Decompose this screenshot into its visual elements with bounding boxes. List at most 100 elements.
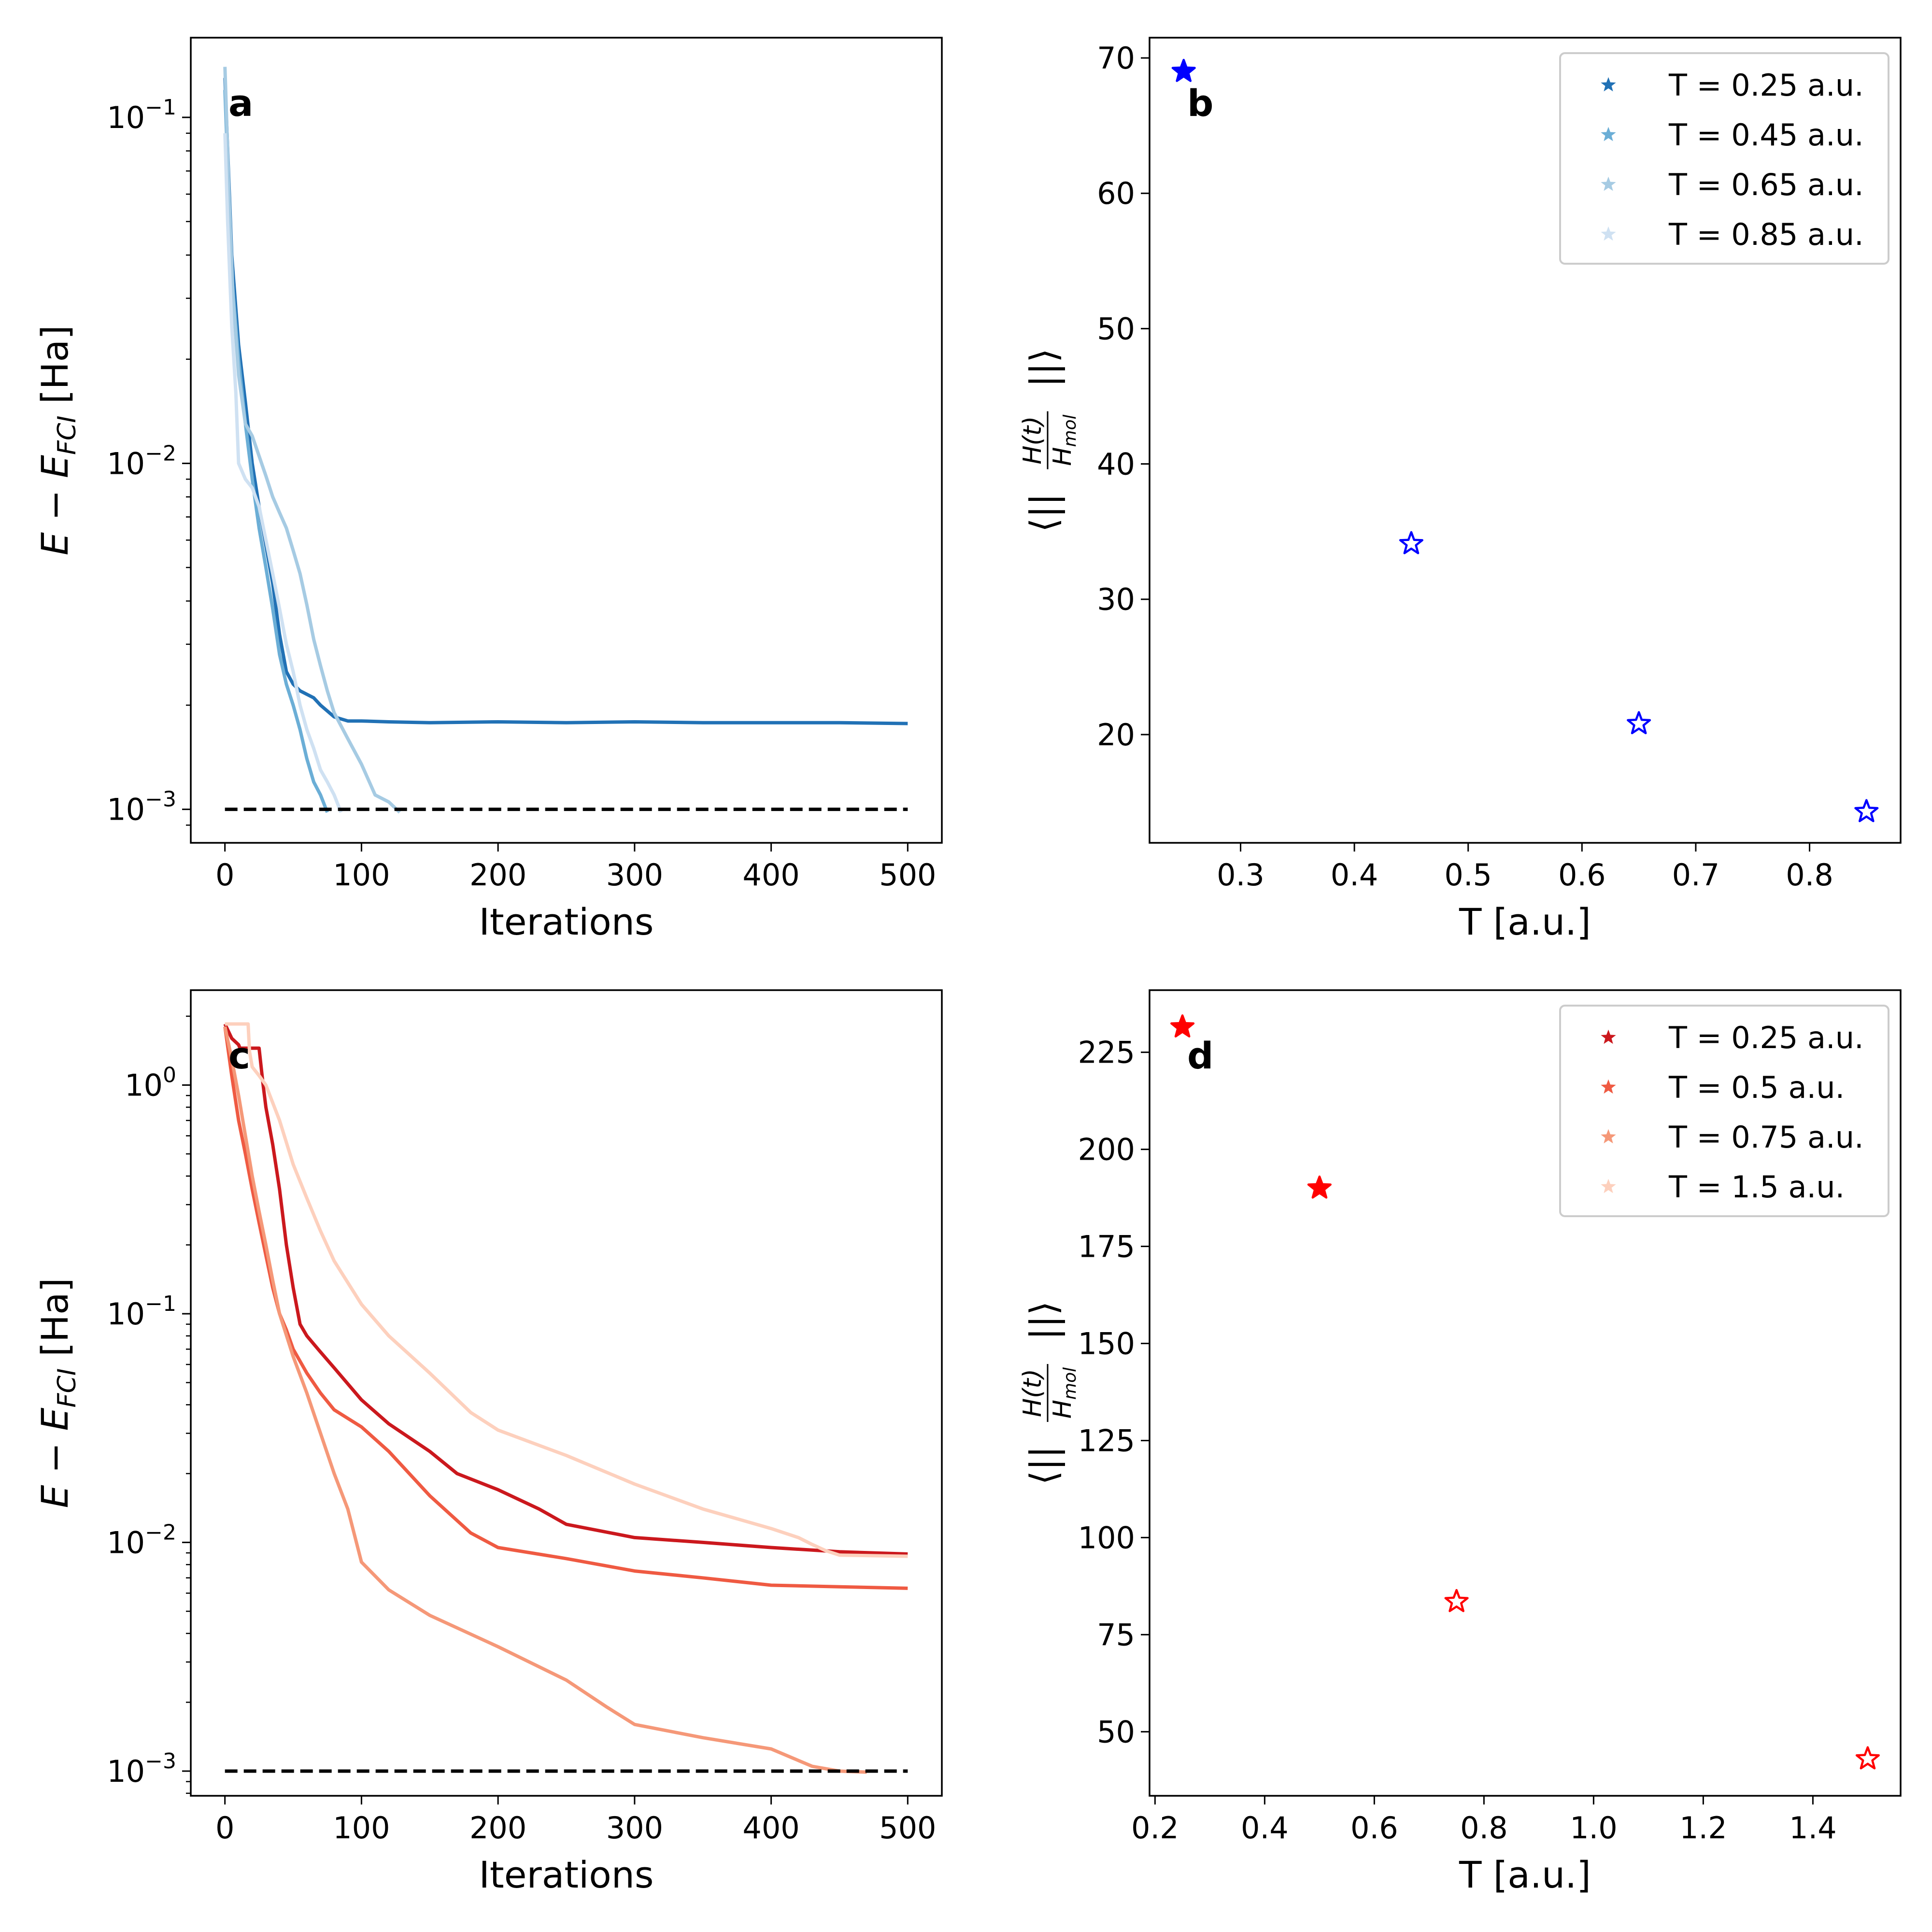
panel-letter: b (1187, 82, 1213, 125)
y-tick-label: 20 (1097, 717, 1135, 753)
x-tick-label: 0.3 (1217, 857, 1264, 893)
x-tick-label: 1.0 (1570, 1810, 1618, 1846)
y-tick-label: 100 (1078, 1520, 1135, 1555)
y-tick-exponent: −2 (145, 441, 176, 466)
legend-marker (1601, 1129, 1616, 1144)
panel-b-norm-blue: 0.3 0.4 0.5 0.6 0.7 0.8 20 30 40 50 60 70 T [a.u.] ⟨|… (1018, 37, 1902, 943)
y-tick-exponent: −3 (145, 787, 176, 812)
y-tick-exponent: −2 (145, 1520, 176, 1545)
y-tick-label: 100 (125, 1063, 176, 1103)
legend-marker (1601, 226, 1616, 241)
y-tick-base: 10 (125, 1067, 163, 1103)
y-tick-base: 10 (107, 100, 145, 135)
y-axis-label-den-sub: mol (1060, 414, 1080, 447)
y-tick-label: 50 (1097, 1714, 1135, 1749)
scatter-point (1171, 58, 1196, 82)
x-tick-label: 1.4 (1789, 1810, 1837, 1846)
scatter-point (1399, 531, 1423, 554)
series-line (223, 1023, 908, 1556)
y-tick-base: 10 (107, 1754, 145, 1789)
y-tick-label: 70 (1097, 41, 1135, 76)
axes-frame (190, 989, 943, 1797)
x-tick-label: 1.2 (1679, 1810, 1727, 1846)
legend-marker (1601, 1079, 1616, 1094)
y-tick-label: 175 (1078, 1229, 1135, 1264)
y-tick-base: 10 (107, 446, 145, 481)
scatter-point (1170, 1014, 1195, 1038)
y-axis-label-subscript: FCI (53, 415, 82, 455)
x-tick-label: 400 (742, 857, 799, 893)
legend-label: T = 0.25 a.u. (1668, 1020, 1864, 1055)
x-tick-label: 0 (215, 1810, 234, 1846)
y-tick-base: 10 (107, 1296, 145, 1332)
y-axis-label-close: ||⟩ (1022, 348, 1065, 387)
y-axis-label-close: ||⟩ (1022, 1301, 1065, 1340)
x-tick-label: 200 (469, 1810, 526, 1846)
axes-frame (1149, 37, 1902, 844)
legend-marker (1601, 1179, 1616, 1193)
plot-area (223, 1022, 908, 1774)
scatter-point (1627, 711, 1651, 735)
series-line (223, 1026, 867, 1774)
x-tick-label: 0.7 (1672, 857, 1720, 893)
y-tick-label: 225 (1078, 1035, 1135, 1070)
scatter-point (1854, 799, 1879, 823)
y-axis-label-den-sub: mol (1060, 1367, 1080, 1400)
legend-label: T = 0.75 a.u. (1668, 1120, 1864, 1155)
legend-marker (1601, 176, 1616, 191)
series-line (225, 1022, 908, 1558)
y-tick-exponent: −1 (145, 1292, 176, 1316)
panel-letter: c (228, 1034, 250, 1077)
x-tick-label: 0 (215, 857, 234, 893)
y-tick-exponent: −1 (145, 95, 176, 120)
y-tick-label: 75 (1097, 1617, 1135, 1652)
x-tick-label: 200 (469, 857, 526, 893)
legend-label: T = 0.45 a.u. (1668, 117, 1864, 153)
scatter-point (1307, 1175, 1332, 1199)
panel-d-norm-red: 0.2 0.4 0.6 0.8 1.0 1.2 1.4 50 75 100 125 150 175 200… (1018, 989, 1902, 1896)
y-axis-label-numerator: H(t) (1018, 1369, 1047, 1417)
y-tick-label: 200 (1078, 1132, 1135, 1167)
y-axis-label: ⟨|| H(t) Hmol ||⟩ (1018, 1301, 1080, 1485)
x-tick-label: 0.4 (1331, 857, 1378, 893)
panel-letter: d (1187, 1034, 1213, 1077)
y-tick-label: 150 (1078, 1326, 1135, 1362)
x-axis-label: T [a.u.] (1459, 1853, 1591, 1896)
series-line (223, 133, 343, 813)
x-tick-label: 400 (742, 1810, 799, 1846)
y-tick-label: 30 (1097, 582, 1135, 617)
legend-label: T = 0.65 a.u. (1668, 167, 1864, 202)
y-axis-label-den-main: H (1048, 1400, 1077, 1419)
panel-letter: a (228, 82, 253, 125)
plot-area (1171, 58, 1879, 823)
x-tick-label: 0.5 (1444, 857, 1492, 893)
legend-frame (1559, 1005, 1889, 1217)
y-axis-label-den-main: H (1048, 447, 1077, 466)
y-tick-label: 10−3 (107, 1749, 176, 1789)
y-axis-label-unit: [Ha] (33, 325, 76, 415)
x-tick-label: 0.6 (1558, 857, 1606, 893)
plot-area (1170, 1014, 1880, 1770)
legend-label: T = 0.25 a.u. (1668, 68, 1864, 103)
series-line (223, 78, 908, 725)
x-axis-label: T [a.u.] (1459, 900, 1591, 943)
x-tick-label: 500 (879, 857, 936, 893)
y-axis-label-denominator: Hmol (1048, 1367, 1080, 1419)
y-tick-label: 10−1 (107, 1292, 176, 1332)
y-axis-label-numerator: H(t) (1018, 416, 1047, 464)
legend-label: T = 1.5 a.u. (1668, 1169, 1845, 1205)
y-tick-label: 10−1 (107, 95, 176, 135)
panel-c-convergence-red: 0 100 200 300 400 50010−310−210−1100Iteration… (33, 989, 943, 1896)
y-tick-label: 125 (1078, 1423, 1135, 1458)
legend-marker (1601, 77, 1616, 92)
series-line (223, 1026, 908, 1590)
y-axis-label-open: ⟨|| (1022, 1446, 1065, 1485)
plot-area (223, 67, 908, 814)
y-tick-label: 50 (1097, 311, 1135, 346)
y-tick-label: 10−3 (107, 787, 176, 827)
y-axis-label-unit: [Ha] (33, 1278, 76, 1368)
x-tick-label: 500 (879, 1810, 936, 1846)
x-tick-label: 300 (606, 1810, 663, 1846)
axes-frame (1149, 989, 1902, 1797)
scatter-point (1855, 1746, 1880, 1770)
